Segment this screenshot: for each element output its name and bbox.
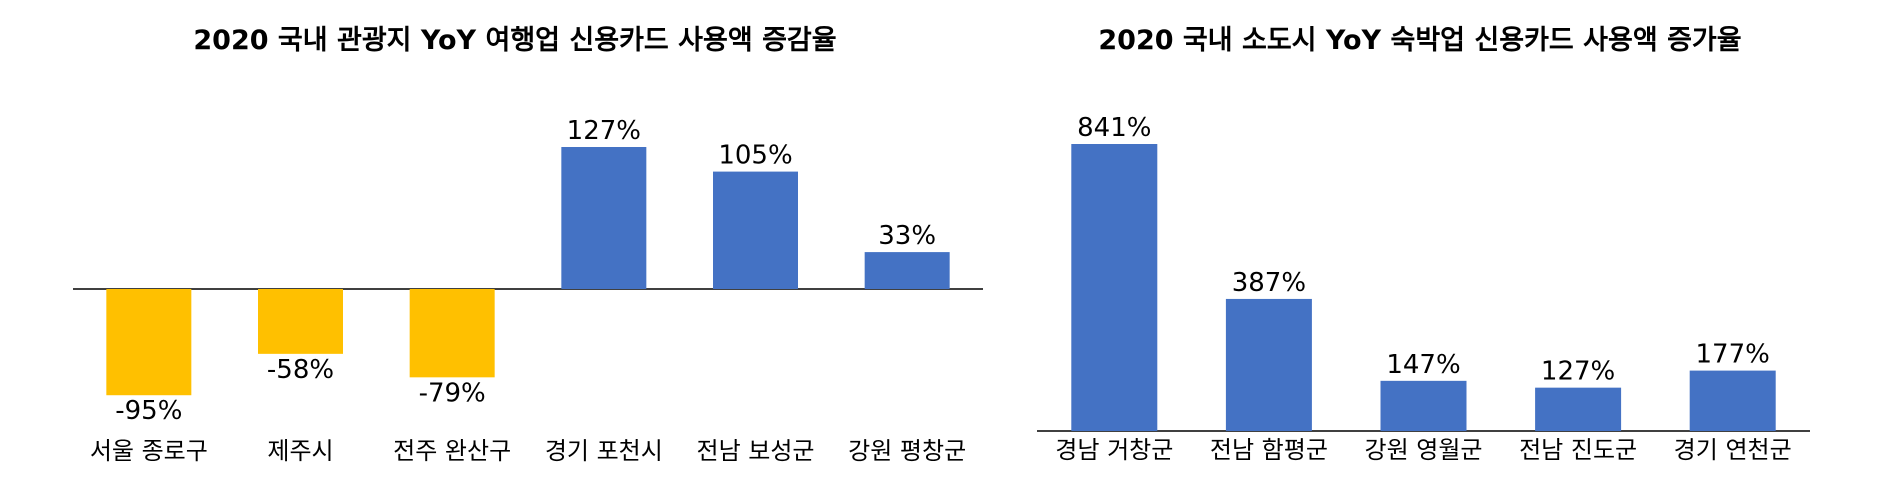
- data-label-2: 387%: [1232, 268, 1306, 298]
- data-label-2: -58%: [267, 355, 334, 385]
- category-label-2: 제주시: [267, 437, 333, 465]
- chart-small-city-lodging: 2020 국내 소도시 YoY 숙박업 신용카드 사용액 증가율 841% 경남 …: [1037, 25, 1810, 464]
- category-label-4: 전남 진도군: [1519, 436, 1637, 464]
- bar-2: [1225, 298, 1312, 431]
- bar-4: [1535, 387, 1622, 431]
- data-label-4: 127%: [567, 116, 641, 146]
- data-label-5: 105%: [718, 141, 792, 171]
- bar-2: [258, 289, 343, 354]
- chart-tourism-travel-agency: 2020 국내 관광지 YoY 여행업 신용카드 사용액 증감율 -95% 서울 …: [73, 25, 983, 465]
- category-label-1: 경남 거창군: [1055, 436, 1173, 464]
- data-label-4: 127%: [1541, 357, 1615, 387]
- bar-4: [561, 147, 647, 289]
- category-label-6: 강원 평창군: [848, 437, 966, 465]
- data-label-1: -95%: [115, 396, 182, 426]
- bar-5: [713, 171, 798, 289]
- chart-title: 2020 국내 관광지 YoY 여행업 신용카드 사용액 증감율: [193, 25, 836, 56]
- category-label-5: 전남 보성군: [696, 437, 814, 465]
- category-label-2: 전남 함평군: [1210, 436, 1328, 464]
- category-label-1: 서울 종로구: [90, 437, 208, 465]
- chart-title: 2020 국내 소도시 YoY 숙박업 신용카드 사용액 증가율: [1098, 25, 1741, 56]
- category-label-4: 경기 포천시: [545, 437, 663, 465]
- data-label-6: 33%: [878, 221, 936, 251]
- bar-5: [1689, 370, 1776, 431]
- bar-1: [1071, 144, 1158, 431]
- data-label-3: -79%: [419, 378, 486, 408]
- bar-1: [106, 289, 192, 396]
- category-label-3: 강원 영월군: [1364, 436, 1482, 464]
- category-label-5: 경기 연천군: [1674, 436, 1792, 464]
- data-label-3: 147%: [1386, 350, 1460, 380]
- bar-3: [409, 289, 495, 378]
- data-label-5: 177%: [1696, 340, 1770, 370]
- bar-3: [1380, 380, 1467, 431]
- bar-6: [864, 252, 950, 289]
- category-label-3: 전주 완산구: [393, 437, 511, 465]
- data-label-1: 841%: [1077, 113, 1151, 143]
